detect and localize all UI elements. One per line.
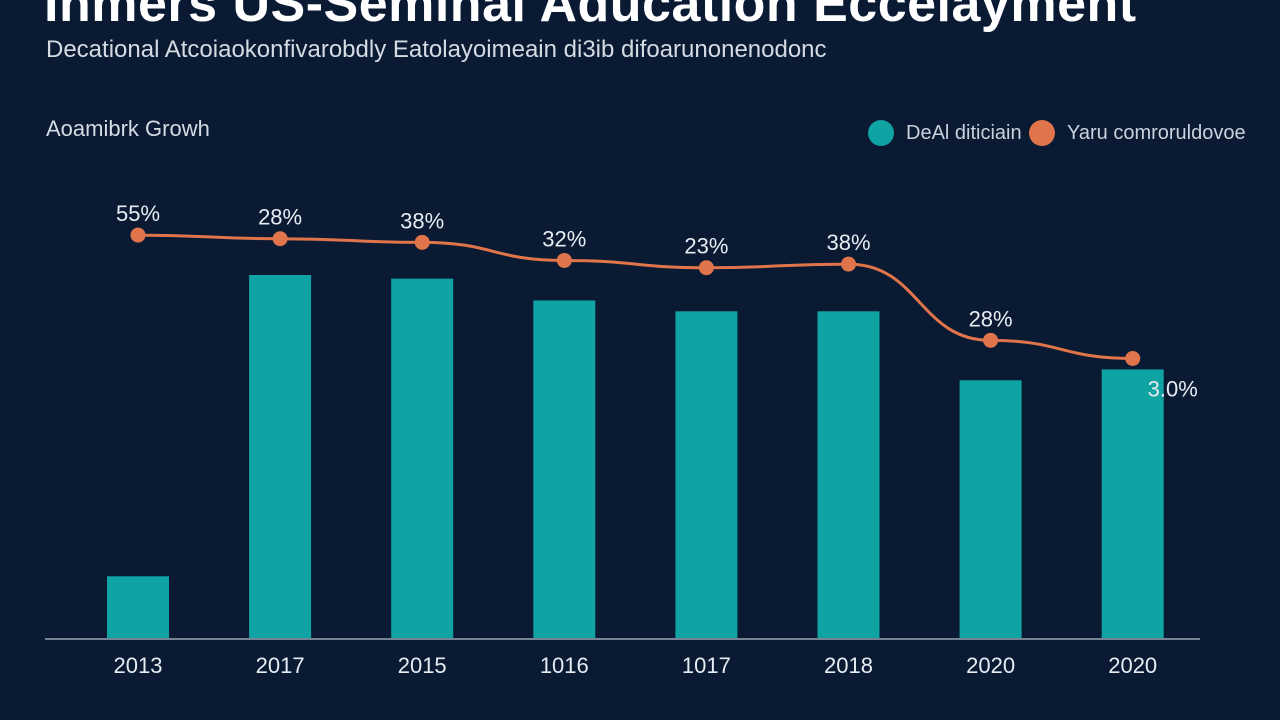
line-point — [272, 231, 288, 247]
line-point — [698, 260, 714, 276]
x-tick-label: 2015 — [398, 653, 447, 678]
legend-item-line: Yaru comroruldovoe — [1029, 120, 1246, 146]
x-tick-label: 1016 — [540, 653, 589, 678]
line-point — [1125, 350, 1141, 366]
data-label: 23% — [684, 234, 728, 259]
data-label: 3.0% — [1148, 376, 1198, 401]
data-label: 32% — [542, 226, 586, 251]
bar — [107, 576, 169, 638]
bar — [391, 278, 454, 638]
x-tick-label: 2018 — [824, 653, 873, 678]
line-point — [556, 252, 572, 268]
bar — [817, 311, 880, 638]
legend-item-bars: DeAl diticiain — [868, 120, 1022, 146]
data-label: 55% — [116, 201, 160, 226]
line-series — [137, 233, 1133, 360]
bar — [675, 311, 738, 638]
x-tick-label: 1017 — [682, 653, 731, 678]
bar — [959, 380, 1022, 638]
line-point — [841, 256, 856, 272]
x-tick-label: 2017 — [256, 653, 305, 678]
legend-swatch-orange — [1029, 120, 1055, 146]
bar — [249, 275, 312, 638]
data-label: 38% — [400, 208, 444, 233]
line-point — [983, 332, 999, 348]
legend-label: DeAl diticiain — [906, 121, 1022, 144]
section-label: Aoamibrk Growh — [46, 116, 210, 141]
bar — [1101, 369, 1164, 638]
data-label: 28% — [258, 205, 302, 230]
chart-subtitle: Decational Atcoiaokonfivarobdly Eatolayo… — [46, 36, 827, 63]
data-label: 28% — [969, 306, 1013, 331]
x-tick-label: 2020 — [1108, 653, 1157, 678]
line-point — [130, 227, 146, 243]
x-tick-label: 2020 — [966, 653, 1015, 678]
chart-title: Inmers US-Seminal Aducation Eccelayment — [44, 0, 1137, 33]
bar — [533, 300, 596, 638]
line-point — [414, 234, 430, 250]
x-tick-label: 2013 — [114, 653, 163, 678]
data-label: 38% — [826, 230, 870, 255]
legend-swatch-teal — [868, 120, 894, 146]
legend-label: Yaru comroruldovoe — [1067, 121, 1246, 144]
